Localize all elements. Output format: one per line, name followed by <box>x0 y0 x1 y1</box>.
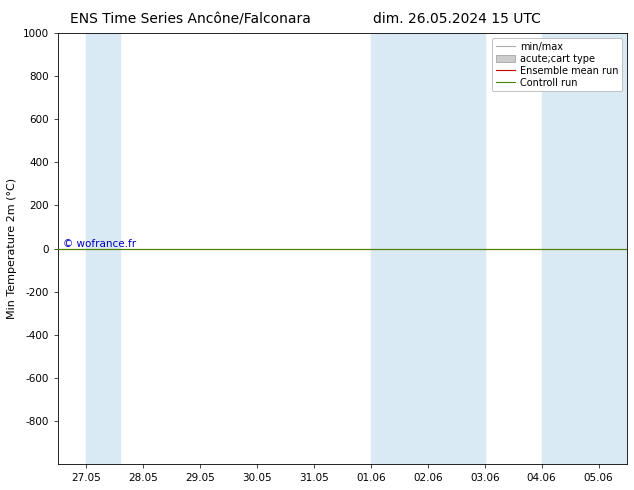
Text: © wofrance.fr: © wofrance.fr <box>63 239 136 248</box>
Bar <box>371 33 428 464</box>
Bar <box>428 33 485 464</box>
Legend: min/max, acute;cart type, Ensemble mean run, Controll run: min/max, acute;cart type, Ensemble mean … <box>491 38 622 92</box>
Bar <box>86 33 120 464</box>
Text: dim. 26.05.2024 15 UTC: dim. 26.05.2024 15 UTC <box>373 12 540 26</box>
Text: ENS Time Series Ancône/Falconara: ENS Time Series Ancône/Falconara <box>70 12 311 26</box>
Y-axis label: Min Temperature 2m (°C): Min Temperature 2m (°C) <box>7 178 17 319</box>
Bar <box>541 33 627 464</box>
